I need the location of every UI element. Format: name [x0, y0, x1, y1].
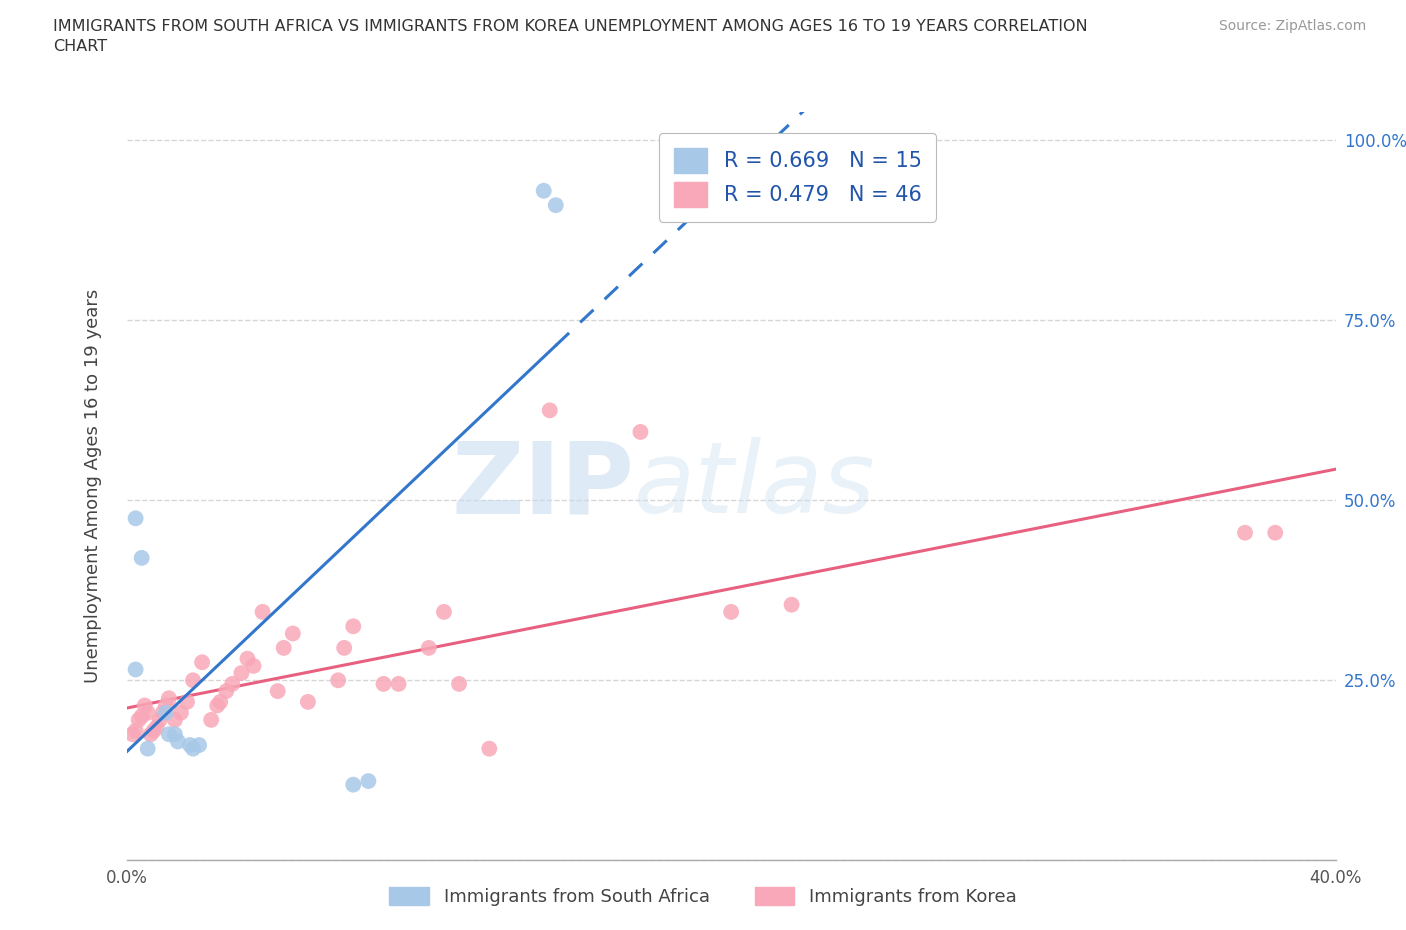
Point — [342, 618, 364, 633]
Point — [267, 684, 290, 698]
Point — [544, 198, 567, 213]
Point — [297, 695, 319, 710]
Point — [720, 604, 742, 619]
Point — [221, 676, 243, 691]
Point — [538, 403, 561, 418]
Point — [478, 741, 501, 756]
Point — [152, 705, 174, 720]
Point — [433, 604, 456, 619]
Point — [170, 705, 193, 720]
Point — [188, 737, 211, 752]
Point — [181, 672, 204, 687]
Point — [342, 777, 364, 792]
Point — [252, 604, 274, 619]
Point — [780, 597, 803, 612]
Point — [121, 727, 143, 742]
Point — [1264, 525, 1286, 540]
Point — [215, 684, 238, 698]
Point — [157, 691, 180, 706]
Point — [357, 774, 380, 789]
Point — [373, 676, 395, 691]
Point — [163, 712, 186, 727]
Point — [388, 676, 411, 691]
Point — [418, 641, 440, 656]
Point — [333, 641, 356, 656]
Point — [124, 724, 146, 738]
Point — [134, 698, 156, 713]
Point — [149, 712, 172, 727]
Point — [136, 741, 159, 756]
Point — [205, 698, 228, 713]
Point — [326, 672, 350, 687]
Point — [139, 727, 162, 742]
Text: Source: ZipAtlas.com: Source: ZipAtlas.com — [1219, 19, 1367, 33]
Point — [155, 698, 177, 713]
Text: IMMIGRANTS FROM SOUTH AFRICA VS IMMIGRANTS FROM KOREA UNEMPLOYMENT AMONG AGES 16: IMMIGRANTS FROM SOUTH AFRICA VS IMMIGRAN… — [53, 19, 1088, 33]
Point — [157, 727, 180, 742]
Point — [142, 724, 165, 738]
Point — [181, 741, 204, 756]
Y-axis label: Unemployment Among Ages 16 to 19 years: Unemployment Among Ages 16 to 19 years — [83, 289, 101, 683]
Point — [146, 720, 169, 735]
Point — [167, 734, 190, 749]
Point — [533, 183, 555, 198]
Text: CHART: CHART — [53, 39, 107, 54]
Point — [273, 641, 295, 656]
Point — [191, 655, 214, 670]
Point — [179, 737, 201, 752]
Point — [124, 662, 146, 677]
Legend: Immigrants from South Africa, Immigrants from Korea: Immigrants from South Africa, Immigrants… — [382, 880, 1024, 913]
Point — [131, 551, 153, 565]
Point — [136, 705, 159, 720]
Text: atlas: atlas — [634, 437, 876, 535]
Point — [447, 676, 470, 691]
Point — [124, 511, 146, 525]
Point — [209, 695, 232, 710]
Point — [155, 705, 177, 720]
Point — [630, 424, 652, 439]
Point — [1234, 525, 1257, 540]
Text: ZIP: ZIP — [451, 437, 634, 535]
Point — [281, 626, 304, 641]
Legend: R = 0.669   N = 15, R = 0.479   N = 46: R = 0.669 N = 15, R = 0.479 N = 46 — [659, 133, 936, 221]
Point — [131, 709, 153, 724]
Point — [128, 712, 150, 727]
Point — [200, 712, 222, 727]
Point — [242, 658, 264, 673]
Point — [176, 695, 198, 710]
Point — [236, 651, 259, 666]
Point — [163, 727, 186, 742]
Point — [231, 666, 253, 681]
